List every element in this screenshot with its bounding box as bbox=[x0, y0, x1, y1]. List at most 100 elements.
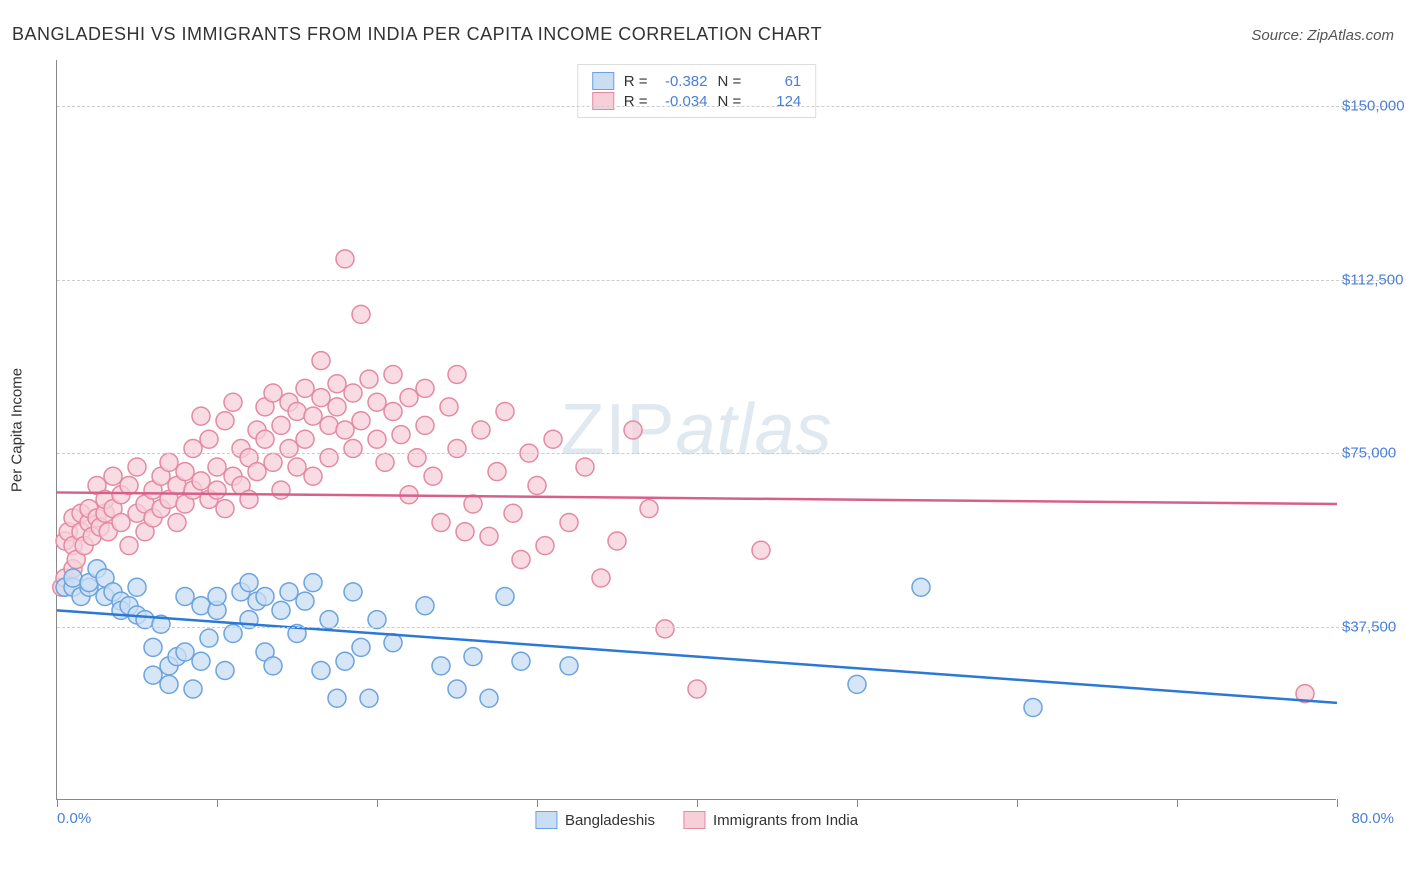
data-point bbox=[208, 588, 226, 606]
data-point bbox=[336, 250, 354, 268]
data-point bbox=[384, 403, 402, 421]
data-point bbox=[336, 652, 354, 670]
data-point bbox=[200, 629, 218, 647]
data-point bbox=[176, 643, 194, 661]
data-point bbox=[608, 532, 626, 550]
data-point bbox=[264, 453, 282, 471]
stats-box: R = -0.382 N = 61 R = -0.034 N = 124 bbox=[577, 64, 817, 118]
y-tick-label: $37,500 bbox=[1336, 618, 1394, 635]
data-point bbox=[272, 481, 290, 499]
data-point bbox=[912, 578, 930, 596]
data-point bbox=[448, 680, 466, 698]
data-point bbox=[368, 393, 386, 411]
data-point bbox=[416, 379, 434, 397]
data-point bbox=[384, 366, 402, 384]
data-point bbox=[336, 421, 354, 439]
x-tick bbox=[857, 799, 858, 807]
source-label: Source: bbox=[1251, 27, 1307, 44]
x-axis-min-label: 0.0% bbox=[57, 810, 91, 827]
data-point bbox=[280, 440, 298, 458]
data-point bbox=[512, 652, 530, 670]
grid-line bbox=[57, 106, 1394, 107]
x-tick bbox=[537, 799, 538, 807]
data-point bbox=[344, 384, 362, 402]
data-point bbox=[504, 504, 522, 522]
x-tick bbox=[57, 799, 58, 807]
grid-line bbox=[57, 280, 1394, 281]
data-point bbox=[528, 477, 546, 495]
legend-label: Immigrants from India bbox=[713, 812, 858, 829]
x-tick bbox=[697, 799, 698, 807]
data-point bbox=[216, 500, 234, 518]
data-point bbox=[408, 449, 426, 467]
data-point bbox=[352, 638, 370, 656]
chart-source: Source: ZipAtlas.com bbox=[1251, 27, 1394, 44]
data-point bbox=[304, 574, 322, 592]
data-point bbox=[192, 472, 210, 490]
plot-svg bbox=[57, 60, 1337, 800]
data-point bbox=[192, 652, 210, 670]
r-value: -0.382 bbox=[658, 73, 708, 90]
data-point bbox=[224, 393, 242, 411]
data-point bbox=[144, 666, 162, 684]
data-point bbox=[456, 523, 474, 541]
legend-label: Bangladeshis bbox=[565, 812, 655, 829]
data-point bbox=[160, 453, 178, 471]
r-label: R = bbox=[624, 73, 648, 90]
swatch-series-1 bbox=[592, 92, 614, 110]
chart-title: BANGLADESHI VS IMMIGRANTS FROM INDIA PER… bbox=[12, 24, 822, 45]
data-point bbox=[296, 430, 314, 448]
data-point bbox=[328, 398, 346, 416]
y-tick-label: $150,000 bbox=[1336, 98, 1394, 115]
data-point bbox=[640, 500, 658, 518]
data-point bbox=[544, 430, 562, 448]
data-point bbox=[344, 583, 362, 601]
stats-row: R = -0.382 N = 61 bbox=[592, 71, 802, 91]
data-point bbox=[376, 453, 394, 471]
swatch-series-0 bbox=[592, 72, 614, 90]
data-point bbox=[432, 514, 450, 532]
data-point bbox=[464, 495, 482, 513]
data-point bbox=[240, 574, 258, 592]
data-point bbox=[320, 416, 338, 434]
data-point bbox=[256, 430, 274, 448]
stats-row: R = -0.034 N = 124 bbox=[592, 91, 802, 111]
x-tick bbox=[1337, 799, 1338, 807]
data-point bbox=[248, 463, 266, 481]
data-point bbox=[288, 458, 306, 476]
data-point bbox=[160, 675, 178, 693]
n-label: N = bbox=[718, 73, 742, 90]
legend-item: Immigrants from India bbox=[683, 811, 858, 829]
data-point bbox=[368, 430, 386, 448]
chart-area: Per Capita Income ZIPatlas R = -0.382 N … bbox=[56, 60, 1394, 830]
legend-item: Bangladeshis bbox=[535, 811, 655, 829]
data-point bbox=[120, 537, 138, 555]
plot-region: Per Capita Income ZIPatlas R = -0.382 N … bbox=[56, 60, 1336, 800]
legend: Bangladeshis Immigrants from India bbox=[535, 811, 858, 829]
y-axis-label: Per Capita Income bbox=[9, 367, 26, 491]
data-point bbox=[472, 421, 490, 439]
data-point bbox=[576, 458, 594, 476]
source-name: ZipAtlas.com bbox=[1307, 27, 1394, 44]
data-point bbox=[168, 514, 186, 532]
data-point bbox=[416, 416, 434, 434]
data-point bbox=[360, 689, 378, 707]
data-point bbox=[296, 379, 314, 397]
x-axis-max-label: 80.0% bbox=[1351, 810, 1394, 827]
x-tick bbox=[1017, 799, 1018, 807]
data-point bbox=[416, 597, 434, 615]
data-point bbox=[384, 634, 402, 652]
data-point bbox=[536, 537, 554, 555]
data-point bbox=[448, 366, 466, 384]
data-point bbox=[272, 416, 290, 434]
data-point bbox=[432, 657, 450, 675]
data-point bbox=[288, 403, 306, 421]
data-point bbox=[144, 638, 162, 656]
data-point bbox=[352, 305, 370, 323]
data-point bbox=[560, 514, 578, 532]
x-tick bbox=[217, 799, 218, 807]
data-point bbox=[112, 514, 130, 532]
swatch-legend-0 bbox=[535, 811, 557, 829]
x-tick bbox=[1177, 799, 1178, 807]
data-point bbox=[688, 680, 706, 698]
